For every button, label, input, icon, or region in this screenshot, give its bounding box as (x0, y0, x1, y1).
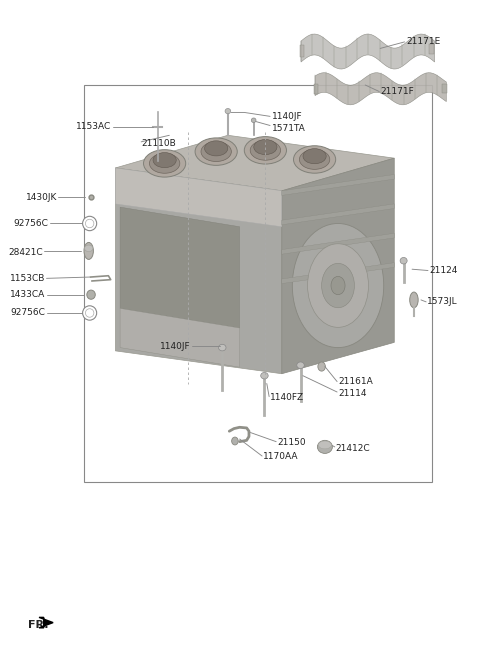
Polygon shape (282, 174, 394, 195)
Text: 1430JK: 1430JK (25, 193, 57, 202)
Ellipse shape (292, 224, 384, 348)
Text: 21150: 21150 (277, 438, 306, 447)
Ellipse shape (254, 140, 277, 155)
Ellipse shape (300, 150, 330, 169)
Text: 1170AA: 1170AA (263, 452, 299, 461)
Ellipse shape (293, 146, 336, 173)
Polygon shape (120, 207, 240, 328)
Polygon shape (282, 204, 394, 225)
Ellipse shape (83, 216, 96, 231)
Polygon shape (115, 168, 282, 227)
Text: 1433CA: 1433CA (10, 290, 45, 299)
Ellipse shape (144, 150, 186, 177)
Text: 1573JL: 1573JL (427, 297, 458, 306)
Ellipse shape (410, 292, 418, 308)
Ellipse shape (232, 437, 238, 445)
Ellipse shape (218, 344, 226, 351)
Text: 21114: 21114 (338, 389, 367, 398)
Text: 92756C: 92756C (10, 308, 45, 318)
Ellipse shape (84, 243, 94, 259)
Ellipse shape (322, 263, 354, 308)
Text: 1140JF: 1140JF (160, 342, 191, 351)
Ellipse shape (331, 276, 345, 295)
Text: 92756C: 92756C (13, 219, 48, 228)
Text: 1153AC: 1153AC (75, 122, 111, 131)
Ellipse shape (201, 142, 231, 161)
Text: 21110B: 21110B (141, 139, 176, 148)
Polygon shape (115, 168, 282, 374)
Ellipse shape (85, 219, 94, 228)
Ellipse shape (252, 118, 256, 123)
Text: 1571TA: 1571TA (272, 123, 305, 133)
Polygon shape (282, 158, 394, 374)
Ellipse shape (318, 441, 332, 449)
Text: 28421C: 28421C (8, 248, 43, 256)
Ellipse shape (297, 362, 304, 369)
Text: 21161A: 21161A (338, 377, 373, 386)
Ellipse shape (153, 153, 176, 168)
Bar (300, 45, 304, 57)
Ellipse shape (317, 440, 332, 453)
Text: 1153CB: 1153CB (10, 274, 45, 283)
Bar (313, 84, 318, 94)
Ellipse shape (244, 136, 287, 164)
Polygon shape (120, 308, 240, 367)
Bar (84, 85, 432, 482)
Bar (430, 44, 434, 54)
Ellipse shape (195, 138, 237, 165)
Polygon shape (282, 234, 394, 254)
Text: 21171E: 21171E (406, 37, 440, 47)
Ellipse shape (85, 309, 94, 318)
Polygon shape (115, 135, 394, 191)
Text: FR.: FR. (28, 620, 48, 630)
Bar (442, 84, 447, 93)
Polygon shape (282, 262, 394, 283)
Ellipse shape (204, 141, 228, 156)
Ellipse shape (400, 257, 407, 264)
Text: 21124: 21124 (430, 266, 458, 275)
Ellipse shape (303, 149, 326, 164)
Text: 1140FZ: 1140FZ (270, 394, 304, 402)
Ellipse shape (250, 140, 281, 160)
Ellipse shape (318, 362, 325, 371)
Polygon shape (39, 617, 53, 628)
Ellipse shape (149, 154, 180, 173)
Text: 21412C: 21412C (336, 443, 370, 453)
Ellipse shape (308, 244, 369, 327)
Ellipse shape (83, 306, 96, 320)
Text: 1140JF: 1140JF (272, 112, 302, 121)
Ellipse shape (87, 290, 95, 299)
Ellipse shape (261, 373, 268, 379)
Text: 21171F: 21171F (380, 87, 414, 96)
Ellipse shape (225, 108, 231, 113)
Ellipse shape (84, 245, 93, 251)
